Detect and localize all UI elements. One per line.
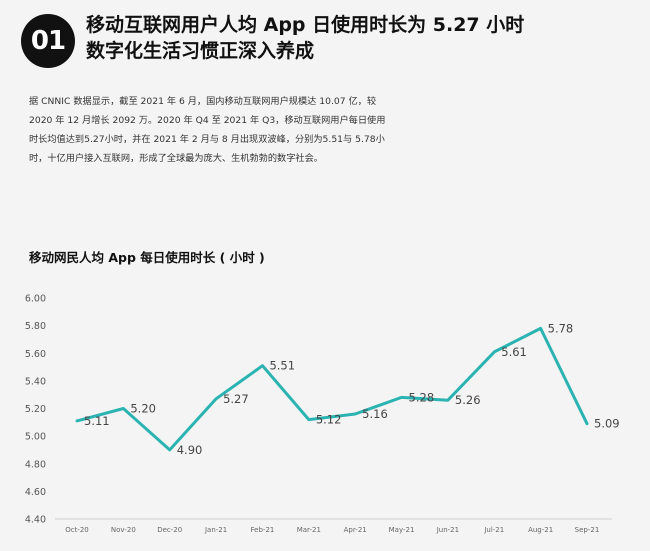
data-label: 5.26 bbox=[455, 393, 481, 407]
x-tick-label: Jan-21 bbox=[204, 526, 227, 534]
y-tick-label: 5.60 bbox=[25, 349, 46, 360]
x-tick-label: May-21 bbox=[389, 526, 415, 534]
y-tick-label: 6.00 bbox=[25, 294, 46, 305]
x-tick-label: Mar-21 bbox=[297, 526, 321, 534]
intro-paragraph: 据 CNNIC 数据显示，截至 2021 年 6 月，国内移动互联网用户规模达 … bbox=[29, 96, 386, 164]
y-tick-label: 5.00 bbox=[25, 432, 46, 443]
data-label: 5.78 bbox=[548, 321, 574, 335]
data-label: 5.28 bbox=[409, 390, 435, 404]
headline-line-1: 移动互联网用户人均 App 日使用时长为 5.27 小时 bbox=[86, 14, 525, 36]
x-tick-label: Nov-20 bbox=[111, 526, 136, 534]
x-tick-label: Jul-21 bbox=[483, 526, 504, 534]
x-tick-label: Apr-21 bbox=[344, 526, 367, 534]
data-label: 5.51 bbox=[269, 359, 295, 373]
data-label: 5.20 bbox=[130, 402, 156, 416]
y-tick-label: 4.80 bbox=[25, 459, 46, 470]
y-tick-label: 5.80 bbox=[25, 321, 46, 332]
page-headline: 移动互联网用户人均 App 日使用时长为 5.27 小时 数字化生活习惯正深入养… bbox=[86, 12, 636, 64]
data-label: 5.61 bbox=[501, 345, 527, 359]
y-tick-label: 5.40 bbox=[25, 376, 46, 387]
x-tick-label: Jun-21 bbox=[436, 526, 459, 534]
data-label: 4.90 bbox=[177, 443, 203, 457]
x-tick-label: Oct-20 bbox=[65, 526, 89, 534]
section-number-badge: 01 bbox=[21, 14, 75, 68]
x-tick-label: Aug-21 bbox=[528, 526, 553, 534]
x-tick-label: Dec-20 bbox=[157, 526, 182, 534]
chart-title: 移动网民人均 App 每日使用时长 ( 小时 ) bbox=[29, 250, 265, 265]
data-label: 5.09 bbox=[594, 417, 620, 431]
headline-line-2: 数字化生活习惯正深入养成 bbox=[86, 40, 315, 62]
y-tick-label: 4.40 bbox=[25, 515, 46, 526]
series-line bbox=[75, 326, 589, 452]
y-tick-label: 4.60 bbox=[25, 487, 46, 498]
data-label: 5.11 bbox=[84, 414, 110, 428]
x-tick-label: Feb-21 bbox=[251, 526, 275, 534]
data-label: 5.12 bbox=[316, 413, 342, 427]
y-tick-label: 5.20 bbox=[25, 404, 46, 415]
data-label: 5.27 bbox=[223, 392, 249, 406]
x-tick-label: Sep-21 bbox=[575, 526, 600, 534]
data-label: 5.16 bbox=[362, 407, 388, 421]
